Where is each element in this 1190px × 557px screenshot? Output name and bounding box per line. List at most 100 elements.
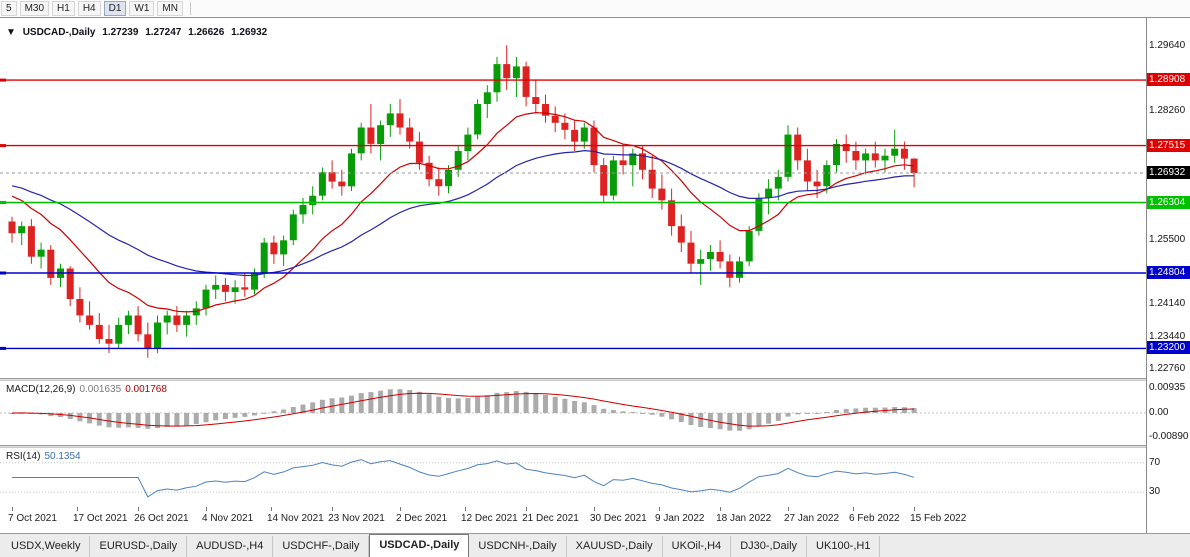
price-scale-label: 1.25500 bbox=[1149, 234, 1186, 246]
rsi-line bbox=[12, 459, 915, 498]
macd-signal-line bbox=[11, 392, 915, 427]
chart-tab-eurusddaily[interactable]: EURUSD-,Daily bbox=[90, 536, 188, 557]
date-label: 23 Nov 2021 bbox=[328, 513, 385, 524]
ma-slow-line bbox=[11, 149, 915, 277]
time-tick bbox=[720, 507, 722, 511]
date-label: 4 Nov 2021 bbox=[202, 513, 254, 524]
chart-symbol-label: USDCAD-,Daily bbox=[22, 27, 96, 38]
rsi-panel-canvas[interactable] bbox=[0, 448, 1146, 507]
hline-anchor[interactable] bbox=[0, 78, 6, 82]
hline-anchor[interactable] bbox=[0, 201, 6, 204]
ma-fast-line bbox=[11, 111, 915, 313]
date-label: 21 Dec 2021 bbox=[522, 513, 579, 524]
chart-tab-usdxweekly[interactable]: USDX,Weekly bbox=[2, 536, 91, 557]
date-label: 14 Nov 2021 bbox=[266, 513, 324, 524]
time-tick bbox=[76, 507, 78, 511]
time-tick bbox=[852, 507, 854, 511]
price-scale-label: 1.28260 bbox=[1149, 104, 1186, 116]
date-label: 18 Jan 2022 bbox=[716, 513, 772, 524]
time-tick bbox=[400, 507, 401, 511]
rsi-scale-label: 70 bbox=[1149, 456, 1161, 468]
candlestick-series bbox=[8, 45, 918, 358]
time-tick bbox=[658, 507, 660, 511]
date-label: 2 Dec 2021 bbox=[396, 513, 448, 524]
panel-splitter[interactable] bbox=[0, 445, 1146, 448]
timeframe-button-h4[interactable]: H4 bbox=[77, 1, 101, 16]
hline-anchor[interactable] bbox=[0, 271, 6, 275]
price-scale-label: 1.22760 bbox=[1149, 363, 1186, 375]
timeframe-button-d1[interactable]: D1 bbox=[103, 1, 127, 16]
price-level-badge: 1.26304 bbox=[1147, 195, 1190, 209]
rsi-value: 50.1354 bbox=[44, 451, 81, 462]
chart-tab-ukoilh4[interactable]: UKOil-,H4 bbox=[663, 536, 732, 557]
macd-main-value: 0.001635 bbox=[79, 384, 122, 395]
timeframe-button-5[interactable]: 5 bbox=[1, 1, 17, 16]
rsi-indicator-label: RSI(14) 50.1354 bbox=[6, 451, 81, 462]
price-level-badge: 1.27515 bbox=[1147, 138, 1190, 152]
date-label: 30 Dec 2021 bbox=[590, 513, 647, 524]
chart-tab-xauusddaily[interactable]: XAUUSD-,Daily bbox=[567, 536, 663, 557]
chart-marker-icon: ▼ bbox=[6, 27, 16, 38]
price-scale-label: 1.29640 bbox=[1149, 39, 1186, 51]
date-label: 26 Oct 2021 bbox=[134, 513, 189, 524]
time-tick bbox=[594, 507, 595, 511]
price-scale-label: 1.24140 bbox=[1149, 298, 1186, 310]
ohlc-high: 1.27247 bbox=[145, 27, 182, 38]
macd-name: MACD(12,26,9) bbox=[6, 384, 76, 395]
price-level-badge: 1.24804 bbox=[1147, 266, 1190, 279]
macd-scale-label: 0.00935 bbox=[1149, 381, 1186, 393]
time-tick bbox=[206, 507, 207, 511]
chart-tabs-bar: USDX,Weekly EURUSD-,Daily AUDUSD-,H4 USDCHF… bbox=[0, 533, 1190, 557]
chart-tab-usdcaddaily[interactable]: USDCAD-,Daily bbox=[369, 534, 470, 557]
date-label: 7 Oct 2021 bbox=[8, 513, 57, 524]
ohlc-open: 1.27239 bbox=[102, 27, 139, 38]
time-tick bbox=[526, 507, 528, 511]
price-scale[interactable]: 1.29640 1.28260 1.25500 1.24140 1.23440 1.227… bbox=[1146, 18, 1190, 533]
date-label: 27 Jan 2022 bbox=[784, 513, 840, 524]
macd-scale-label: -0.00890 bbox=[1149, 430, 1189, 442]
price-chart-canvas[interactable] bbox=[0, 18, 1146, 378]
time-tick bbox=[788, 507, 789, 511]
chart-tab-usdcnhdaily[interactable]: USDCNH-,Daily bbox=[469, 536, 567, 557]
macd-signal-value: 0.001768 bbox=[125, 384, 167, 395]
chart-tab-usdchfdaily[interactable]: USDCHF-,Daily bbox=[273, 536, 370, 557]
time-tick bbox=[12, 507, 13, 511]
date-label: 17 Oct 2021 bbox=[72, 513, 128, 524]
date-label: 6 Feb 2022 bbox=[848, 513, 900, 524]
macd-indicator-label: MACD(12,26,9) 0.001635 0.001768 bbox=[6, 384, 167, 395]
time-tick bbox=[914, 507, 916, 511]
toolbar-separator bbox=[189, 2, 191, 15]
date-label: 15 Feb 2022 bbox=[910, 513, 967, 524]
current-price-badge: 1.26932 bbox=[1147, 165, 1190, 179]
time-scale[interactable]: 7 Oct 2021 17 Oct 2021 26 Oct 2021 4 Nov 20… bbox=[0, 507, 1146, 533]
chart-window: 7 Oct 2021 17 Oct 2021 26 Oct 2021 4 Nov 20… bbox=[0, 18, 1190, 533]
time-tick bbox=[270, 507, 272, 511]
chart-tab-audusdh4[interactable]: AUDUSD-,H4 bbox=[187, 536, 274, 557]
date-label: 12 Dec 2021 bbox=[460, 513, 518, 524]
timeframe-button-h1[interactable]: H1 bbox=[52, 1, 75, 16]
rsi-name: RSI(14) bbox=[6, 451, 41, 462]
price-level-badge: 1.28908 bbox=[1147, 73, 1190, 87]
price-scale-label: 1.23440 bbox=[1149, 331, 1186, 343]
timeframe-button-m30[interactable]: M30 bbox=[19, 1, 50, 16]
date-label: 9 Jan 2022 bbox=[654, 513, 705, 524]
timeframe-button-mn[interactable]: MN bbox=[157, 1, 183, 16]
ohlc-close: 1.26932 bbox=[231, 27, 268, 38]
time-tick bbox=[464, 507, 466, 511]
timeframe-toolbar: 5 M30 H1 H4 D1 W1 MN bbox=[0, 0, 1190, 18]
chart-ohlc-header: ▼ USDCAD-,Daily 1.27239 1.27247 1.26626 … bbox=[6, 27, 271, 38]
chart-tab-dj30daily[interactable]: DJ30-,Daily bbox=[731, 536, 808, 557]
timeframe-button-w1[interactable]: W1 bbox=[129, 1, 155, 16]
panel-splitter[interactable] bbox=[0, 378, 1146, 381]
macd-panel-canvas[interactable] bbox=[0, 381, 1146, 445]
ohlc-low: 1.26626 bbox=[188, 27, 225, 38]
time-tick bbox=[138, 507, 140, 511]
hline-anchor[interactable] bbox=[0, 346, 6, 350]
rsi-scale-label: 30 bbox=[1149, 486, 1161, 498]
chart-tab-uk100h1[interactable]: UK100-,H1 bbox=[807, 536, 881, 557]
chart-plot-area[interactable]: 7 Oct 2021 17 Oct 2021 26 Oct 2021 4 Nov 20… bbox=[0, 18, 1146, 533]
time-tick bbox=[332, 507, 334, 511]
hline-anchor[interactable] bbox=[0, 144, 6, 148]
macd-scale-label: 0.00 bbox=[1149, 407, 1169, 418]
